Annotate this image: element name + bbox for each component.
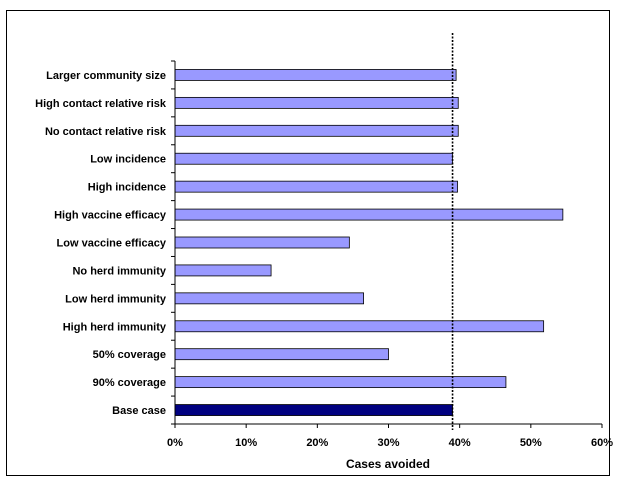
bar-base-case bbox=[174, 404, 453, 416]
x-tick-label: 10% bbox=[235, 437, 257, 449]
x-tick-label: 50% bbox=[520, 437, 542, 449]
bar-50-coverage bbox=[174, 348, 389, 361]
bar-high-contact-relative-risk bbox=[174, 96, 459, 109]
x-axis: 0% 10% 20% 30% 40% 50% 60% bbox=[167, 60, 613, 449]
x-axis-title: Cases avoided bbox=[346, 457, 430, 471]
x-tick-label: 20% bbox=[306, 437, 328, 449]
category-label: High incidence bbox=[88, 182, 166, 194]
bar-low-vaccine-efficacy bbox=[174, 236, 350, 249]
category-label: Low herd immunity bbox=[65, 293, 167, 305]
category-label: 90% coverage bbox=[93, 377, 166, 389]
bar-90-coverage bbox=[174, 376, 507, 389]
x-tick-label: 0% bbox=[167, 437, 183, 449]
category-label: 50% coverage bbox=[93, 349, 166, 361]
bar-low-incidence bbox=[174, 152, 453, 165]
bars-group bbox=[174, 69, 564, 416]
category-label: Low incidence bbox=[90, 154, 166, 166]
category-label: High contact relative risk bbox=[35, 98, 167, 110]
category-label: Larger community size bbox=[46, 70, 166, 82]
category-label: No herd immunity bbox=[72, 265, 166, 277]
bar-high-herd-immunity bbox=[174, 320, 545, 333]
bar-high-vaccine-efficacy bbox=[174, 208, 564, 221]
category-label: High herd immunity bbox=[63, 321, 167, 333]
category-label: High vaccine efficacy bbox=[54, 210, 167, 222]
category-labels: Larger community size High contact relati… bbox=[35, 70, 167, 417]
bar-no-herd-immunity bbox=[174, 264, 272, 277]
bar-high-incidence bbox=[174, 180, 458, 193]
category-label: Base case bbox=[112, 405, 166, 417]
x-tick-label: 30% bbox=[377, 437, 399, 449]
x-tick-label: 60% bbox=[591, 437, 613, 449]
x-tick-label: 40% bbox=[449, 437, 471, 449]
category-label: No contact relative risk bbox=[45, 126, 167, 138]
bar-larger-community-size bbox=[174, 69, 457, 81]
category-label: Low vaccine efficacy bbox=[57, 238, 167, 250]
bar-low-herd-immunity bbox=[174, 292, 364, 305]
bar-no-contact-relative-risk bbox=[174, 124, 459, 137]
